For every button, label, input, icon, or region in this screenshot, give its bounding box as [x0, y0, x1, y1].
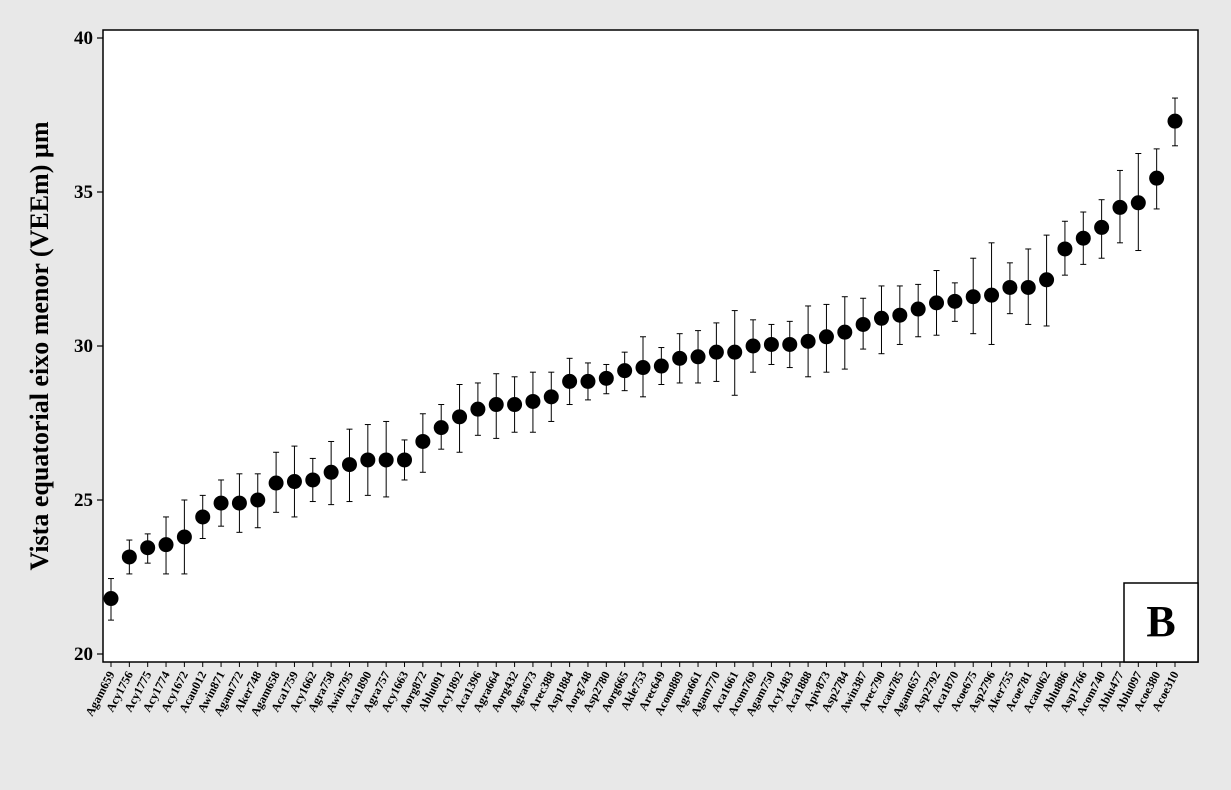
y-tick-label: 20	[74, 644, 93, 665]
mean-point	[470, 401, 486, 417]
mean-point	[1167, 113, 1183, 129]
mean-point	[873, 310, 889, 326]
mean-point	[415, 433, 431, 449]
mean-point	[140, 540, 156, 556]
y-tick-label: 25	[74, 490, 93, 511]
mean-point	[1130, 195, 1146, 211]
mean-point	[213, 495, 229, 511]
mean-point	[231, 495, 247, 511]
mean-point	[452, 409, 468, 425]
mean-point	[635, 360, 651, 376]
mean-point	[892, 307, 908, 323]
mean-point	[1112, 199, 1128, 215]
panel-label: B	[1146, 597, 1175, 646]
mean-point	[433, 420, 449, 436]
mean-point	[800, 333, 816, 349]
mean-point	[745, 338, 761, 354]
mean-point	[653, 358, 669, 374]
mean-point	[855, 316, 871, 332]
mean-point	[268, 475, 284, 491]
mean-point	[1002, 279, 1018, 295]
mean-point	[598, 370, 614, 386]
mean-point	[176, 529, 192, 545]
mean-point	[488, 397, 504, 413]
mean-point	[1094, 219, 1110, 235]
mean-point	[378, 452, 394, 468]
mean-point	[158, 537, 174, 553]
mean-point	[947, 293, 963, 309]
mean-point	[818, 329, 834, 345]
mean-point	[708, 344, 724, 360]
mean-point	[195, 509, 211, 525]
mean-point	[360, 452, 376, 468]
mean-point	[580, 373, 596, 389]
mean-point	[1149, 170, 1165, 186]
mean-point	[1057, 241, 1073, 257]
mean-point	[341, 457, 357, 473]
mean-point	[690, 349, 706, 365]
mean-point	[617, 363, 633, 379]
mean-point	[984, 287, 1000, 303]
y-tick-label: 30	[74, 336, 93, 357]
mean-point	[672, 350, 688, 366]
mean-point	[965, 289, 981, 305]
mean-point	[507, 397, 523, 413]
x-axis-ticks: Agam659Acy1756Acy1775Acy1774Acy1672Acau0…	[82, 662, 1182, 718]
mean-point	[562, 373, 578, 389]
mean-point	[121, 549, 137, 565]
mean-point	[1020, 279, 1036, 295]
mean-point	[525, 393, 541, 409]
mean-point	[250, 492, 266, 508]
mean-point	[763, 336, 779, 352]
mean-point	[910, 301, 926, 317]
mean-point	[397, 452, 413, 468]
mean-point	[837, 324, 853, 340]
mean-point	[543, 389, 559, 405]
mean-point	[286, 474, 302, 490]
mean-point	[103, 591, 119, 607]
mean-point	[1075, 230, 1091, 246]
y-tick-label: 35	[74, 182, 93, 203]
mean-point	[929, 295, 945, 311]
y-axis-title: Vista equatorial eixo menor (VEEm) µm	[25, 121, 54, 570]
mean-points	[103, 113, 1183, 607]
mean-point	[323, 464, 339, 480]
y-tick-label: 40	[74, 28, 93, 49]
mean-point	[782, 336, 798, 352]
mean-point	[1039, 272, 1055, 288]
mean-point	[305, 472, 321, 488]
plot-frame	[102, 29, 1199, 663]
y-axis-ticks: 20 25 30 35 40	[74, 28, 103, 665]
mean-point	[727, 344, 743, 360]
panel-label-box	[1123, 582, 1199, 663]
